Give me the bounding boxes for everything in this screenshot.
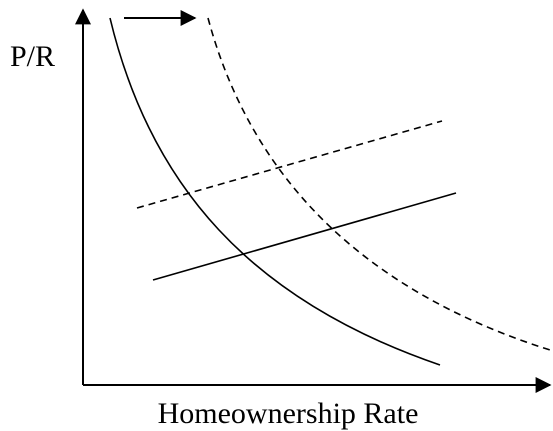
y-axis-label: P/R: [10, 40, 55, 73]
demand-curve: [109, 17, 441, 366]
x-axis-label: Homeownership Rate: [158, 397, 419, 430]
supply-line: [152, 192, 457, 281]
shifted-supply-line: [136, 120, 443, 209]
shifted-demand-curve: [207, 17, 551, 351]
